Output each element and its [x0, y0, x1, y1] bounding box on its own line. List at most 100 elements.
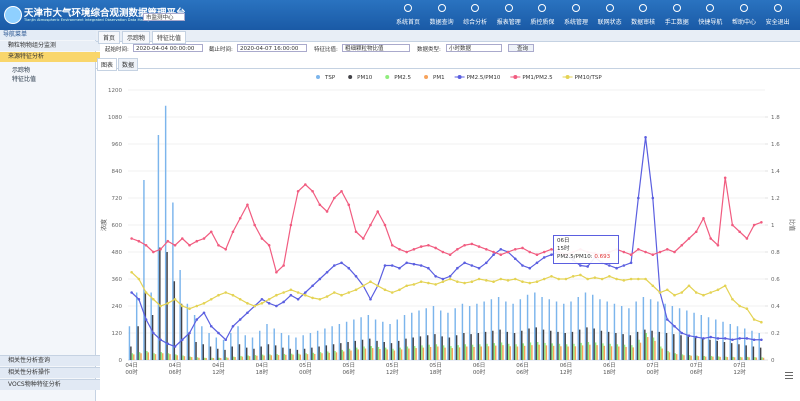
nav-item[interactable]: 手工数据	[664, 19, 689, 26]
nav-item[interactable]: 数据查询	[429, 19, 454, 26]
bar	[450, 346, 452, 360]
nav-item[interactable]: 安全退出	[765, 19, 790, 26]
point	[673, 324, 676, 328]
query-button[interactable]: 查询	[508, 44, 534, 52]
label: 数据类型:	[417, 47, 441, 53]
y2-tick-label: 0.6	[771, 277, 780, 283]
nav-item[interactable]: 帮助中心	[731, 19, 756, 26]
type-select[interactable]: 小时数据	[446, 44, 502, 52]
bar	[631, 345, 633, 360]
point	[731, 297, 734, 301]
legend-label[interactable]: PM10/TSP	[575, 75, 603, 81]
bar	[217, 348, 219, 360]
nav-item[interactable]: 数据审核	[631, 19, 656, 26]
tab[interactable]: 示踪物	[122, 31, 151, 44]
nav-item[interactable]: 报表管理	[496, 19, 521, 26]
menu-item[interactable]: 示踪物	[12, 67, 31, 74]
nav-icon[interactable]	[773, 4, 782, 12]
point	[376, 210, 380, 213]
nav-icon[interactable]	[740, 4, 748, 12]
point	[318, 297, 322, 301]
legend-label[interactable]: PM1	[433, 75, 445, 81]
menu-group-active[interactable]: 来源特征分析	[0, 52, 100, 62]
bar	[153, 353, 155, 360]
point	[260, 302, 264, 305]
bar	[730, 343, 733, 360]
ratio-select[interactable]: 粗细颗粒物比值	[342, 44, 410, 52]
legend-label[interactable]: PM10	[357, 75, 373, 81]
station-select[interactable]: 市监测中心	[143, 13, 185, 21]
tab-active[interactable]: 特征比值	[152, 31, 187, 44]
bar	[625, 346, 627, 360]
bar	[295, 337, 297, 360]
nav-icon[interactable]	[572, 4, 580, 12]
nav-item[interactable]: 联网状态	[597, 19, 622, 26]
nav-item[interactable]: 综合分析	[463, 19, 488, 26]
bar	[202, 344, 205, 360]
point	[152, 331, 155, 335]
nav-icon[interactable]	[538, 4, 547, 12]
nav-item[interactable]: 快捷导航	[698, 19, 723, 26]
menu-group[interactable]: VOCS物种特征分析	[0, 379, 100, 390]
nav-icon[interactable]	[672, 4, 681, 12]
bar	[176, 355, 178, 360]
app-title: 天津市大气环境综合观测数据管理平台	[24, 8, 186, 19]
nav-icon[interactable]	[706, 4, 715, 12]
point	[470, 264, 474, 267]
x-tick-label: 07日 00时	[646, 363, 660, 376]
x-tick-label: 04日 00时	[125, 363, 138, 376]
bar	[709, 339, 711, 360]
point	[238, 318, 242, 321]
tab[interactable]: 首页	[98, 31, 121, 44]
point	[550, 253, 553, 256]
bar	[312, 352, 315, 360]
point	[238, 216, 242, 220]
bar	[282, 347, 284, 360]
nav-icon[interactable]	[639, 4, 648, 12]
bar	[292, 354, 294, 360]
nav-item[interactable]: 系统首页	[395, 19, 420, 26]
point	[130, 291, 133, 294]
bar	[578, 329, 581, 360]
point	[390, 291, 394, 294]
end-input[interactable]: 2020-04-07 16:00:00	[237, 44, 307, 52]
point	[499, 248, 503, 251]
point	[130, 270, 133, 274]
point	[629, 277, 633, 281]
nav-icon[interactable]	[504, 4, 513, 12]
point	[694, 230, 698, 234]
nav-icon[interactable]	[437, 4, 446, 12]
bar	[761, 357, 763, 360]
nav-item[interactable]: 系统管理	[563, 19, 588, 26]
legend-label[interactable]: PM2.5	[394, 75, 411, 81]
nav-icon[interactable]	[605, 4, 614, 12]
legend-label[interactable]: PM2.5/PM10	[467, 75, 501, 81]
point	[427, 281, 430, 285]
point	[166, 302, 170, 305]
subtab-active[interactable]: 图表	[97, 58, 118, 71]
subtab[interactable]: 数据	[118, 58, 139, 71]
menu-group[interactable]: 颗粒物物组分监测	[0, 41, 100, 51]
legend-label[interactable]: TSP	[324, 75, 336, 81]
menu-item[interactable]: 特征比值	[12, 76, 37, 83]
bar	[172, 202, 174, 360]
nav-icon[interactable]	[471, 4, 480, 12]
nav-item[interactable]: 质控质保	[530, 19, 555, 26]
bar	[487, 346, 490, 360]
bar	[209, 346, 212, 360]
legend-label[interactable]: PM1/PM2.5	[522, 75, 553, 81]
point	[492, 280, 495, 284]
bar	[675, 354, 678, 360]
menu-group[interactable]: 相关性分析操作	[0, 367, 100, 378]
nav-icon[interactable]	[404, 4, 412, 12]
start-input[interactable]: 2020-04-04 00:00:00	[133, 44, 203, 52]
x-tick-label: 06日 18时	[603, 363, 616, 376]
point	[188, 243, 191, 247]
point	[159, 338, 162, 342]
point	[760, 221, 763, 224]
menu-icon[interactable]	[785, 372, 793, 379]
bar	[180, 303, 183, 360]
point	[506, 279, 510, 282]
menu-group[interactable]: 相关性分析查询	[0, 355, 100, 366]
bar	[392, 348, 394, 360]
